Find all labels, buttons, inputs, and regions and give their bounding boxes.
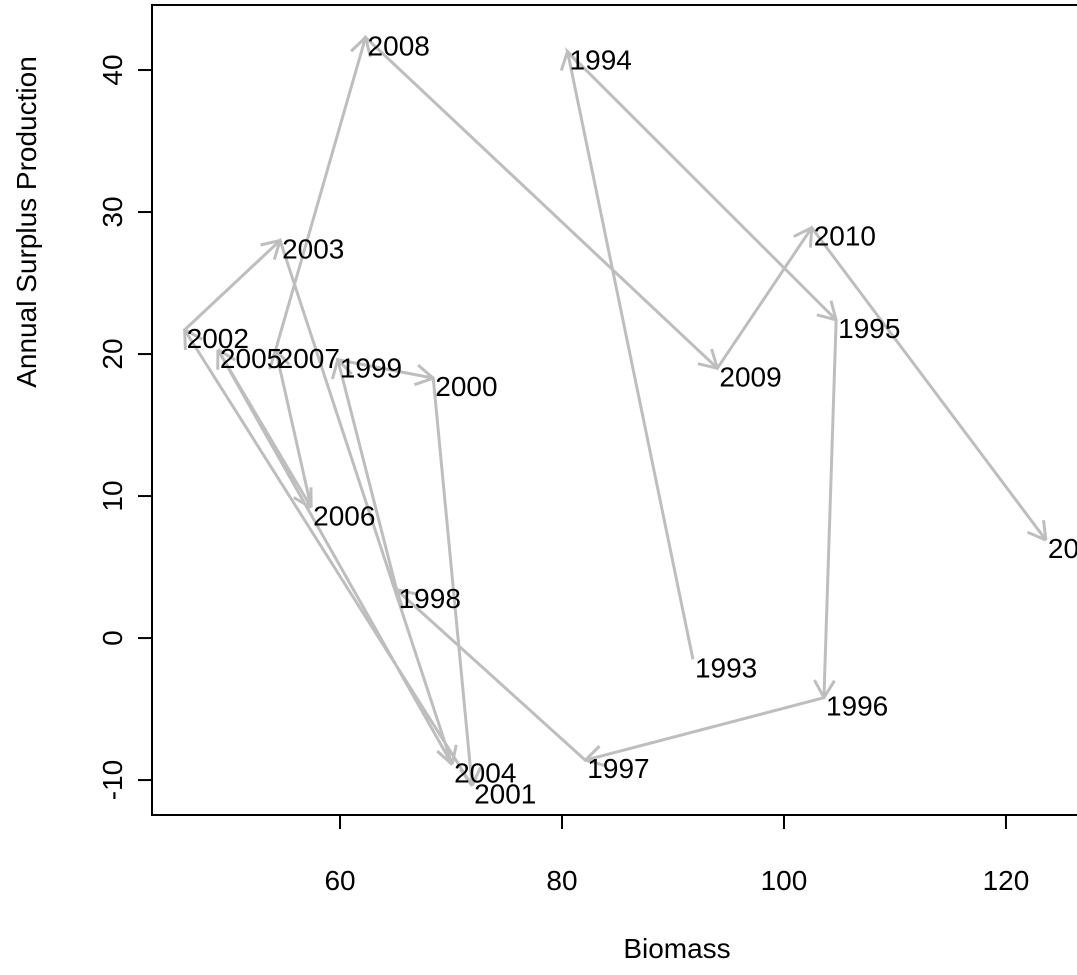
arrow-head xyxy=(584,745,605,767)
arrow-head xyxy=(216,348,236,370)
point-label: 1997 xyxy=(587,753,649,784)
point-label: 1999 xyxy=(340,353,402,384)
x-tick-label: 100 xyxy=(761,865,808,896)
trajectory xyxy=(182,34,1048,787)
arrow-head xyxy=(350,36,372,58)
plot-frame xyxy=(151,4,1077,816)
arrow-head xyxy=(268,348,291,370)
y-tick-label: -10 xyxy=(97,760,128,800)
arrow-head xyxy=(436,744,458,766)
arrow-head xyxy=(459,766,482,787)
x-tick-label: 80 xyxy=(546,865,577,896)
point-label: 1993 xyxy=(695,652,757,683)
point-label: 2000 xyxy=(435,371,497,402)
arrow-head xyxy=(559,50,582,72)
y-tick-label: 20 xyxy=(97,338,128,369)
arrow-head xyxy=(697,348,719,370)
point-label: 2001 xyxy=(474,779,536,810)
arrow-head xyxy=(260,238,282,261)
point-label: 2004 xyxy=(454,757,516,788)
arrow-head xyxy=(1026,520,1048,542)
arrow-head xyxy=(413,363,435,387)
point-label: 1994 xyxy=(570,45,632,76)
point-label: 1996 xyxy=(826,691,888,722)
arrow-head xyxy=(292,487,313,509)
arrow-head xyxy=(395,588,417,610)
point-label: 2008 xyxy=(368,30,430,61)
point-label: 1995 xyxy=(838,313,900,344)
x-tick-label: 60 xyxy=(324,865,355,896)
arrow-head xyxy=(183,328,204,350)
point-label: 2002 xyxy=(187,323,249,354)
arrow-head xyxy=(816,300,838,322)
point-label: 2009 xyxy=(719,361,781,392)
point-label: 2007 xyxy=(278,343,340,374)
x-tick-label: 120 xyxy=(983,865,1030,896)
point-label: 20 xyxy=(1048,533,1077,564)
x-axis-title: Biomass xyxy=(623,933,730,964)
y-tick-label: 40 xyxy=(97,54,128,85)
point-label: 2006 xyxy=(313,500,375,531)
y-tick-label: 30 xyxy=(97,196,128,227)
point-label: 1998 xyxy=(399,583,461,614)
point-label: 2003 xyxy=(282,233,344,264)
y-tick-label: 0 xyxy=(97,630,128,646)
arrow-head xyxy=(793,226,814,248)
arrow-head xyxy=(813,679,836,699)
arrow-head xyxy=(330,358,353,380)
y-tick-label: 10 xyxy=(97,480,128,511)
point-label: 2005 xyxy=(220,343,282,374)
y-axis-title: Annual Surplus Production xyxy=(11,56,42,388)
point-label: 2010 xyxy=(814,221,876,252)
